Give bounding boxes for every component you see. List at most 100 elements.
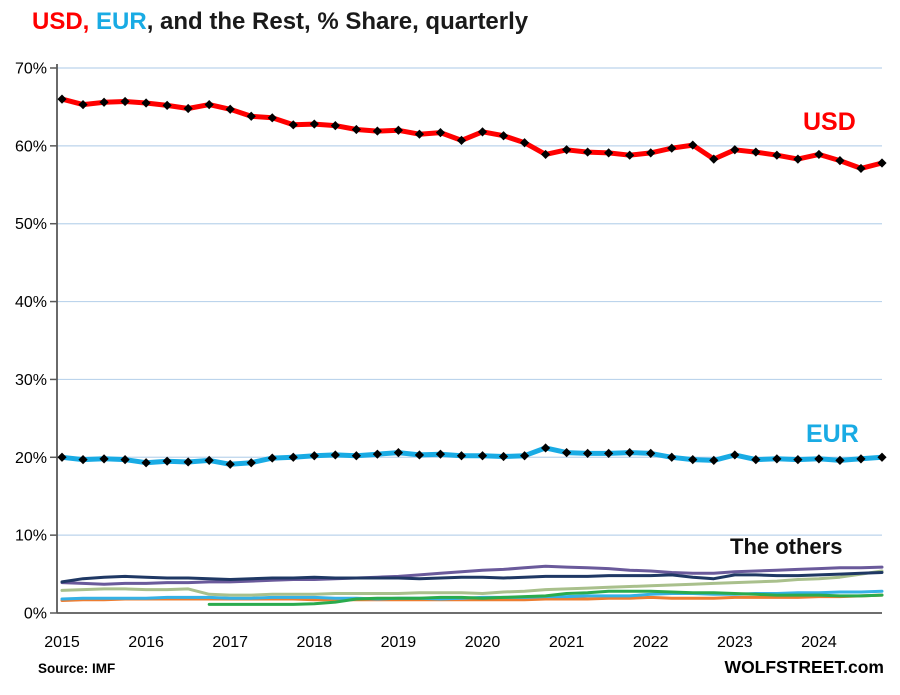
marker-diamond-eur <box>709 455 719 465</box>
marker-diamond-eur <box>540 443 551 453</box>
marker-diamond-eur <box>625 448 635 458</box>
marker-diamond-usd <box>604 148 614 158</box>
chart-title: USD, EUR, and the Rest, % Share, quarter… <box>32 8 528 37</box>
series-label-usd: USD <box>803 108 856 136</box>
y-axis-tick-label: 70% <box>15 61 47 78</box>
marker-diamond-eur <box>583 448 593 458</box>
marker-diamond-eur <box>856 454 866 464</box>
marker-diamond-usd <box>120 96 130 107</box>
marker-diamond-eur <box>141 458 151 468</box>
marker-diamond-usd <box>877 158 887 168</box>
marker-diamond-eur <box>57 452 67 462</box>
marker-diamond-eur <box>772 454 782 464</box>
marker-diamond-usd <box>78 99 88 110</box>
marker-diamond-usd <box>793 154 803 164</box>
marker-diamond-usd <box>183 103 193 114</box>
x-axis-tick-label-2017: 2017 <box>212 634 248 651</box>
marker-diamond-usd <box>498 131 509 141</box>
marker-diamond-eur <box>519 451 530 461</box>
marker-diamond-eur <box>246 458 256 468</box>
marker-diamond-usd <box>288 120 298 130</box>
marker-diamond-eur <box>414 450 425 460</box>
y-axis-tick-label: 40% <box>15 294 47 311</box>
marker-diamond-eur <box>646 448 656 458</box>
marker-diamond-usd <box>267 113 277 123</box>
marker-diamond-usd <box>162 100 172 110</box>
y-axis-tick-label: 20% <box>15 450 47 467</box>
marker-diamond-usd <box>57 94 67 104</box>
marker-diamond-usd <box>309 119 319 129</box>
marker-diamond-usd <box>730 145 740 155</box>
source-note: Source: IMF <box>38 661 116 676</box>
x-axis-tick-label-2024: 2024 <box>801 634 837 651</box>
marker-diamond-usd <box>667 143 677 153</box>
marker-diamond-usd <box>372 126 382 136</box>
marker-diamond-eur <box>730 450 740 460</box>
marker-diamond-eur <box>225 459 235 469</box>
marker-diamond-eur <box>751 455 761 465</box>
line-other-green <box>207 589 884 606</box>
marker-diamond-eur <box>477 451 488 461</box>
title-part-0: USD, <box>32 8 90 35</box>
series-label-the-others: The others <box>730 534 843 559</box>
marker-diamond-usd <box>772 150 782 160</box>
line-other-navy <box>60 571 884 584</box>
marker-diamond-usd <box>99 97 109 107</box>
marker-diamond-usd <box>225 104 235 114</box>
marker-diamond-eur <box>330 450 340 460</box>
y-axis-tick-label: 30% <box>15 372 47 389</box>
others-series-layer <box>60 564 884 606</box>
marker-diamond-usd <box>688 140 698 150</box>
marker-diamond-eur <box>562 448 572 458</box>
marker-diamond-usd <box>709 154 719 164</box>
line-usd <box>59 96 885 171</box>
x-axis-tick-label-2023: 2023 <box>717 634 753 651</box>
x-axis-tick-label-2018: 2018 <box>297 634 333 651</box>
marker-diamond-eur <box>372 449 382 459</box>
marker-diamond-usd <box>393 125 404 135</box>
x-axis-tick-label-2016: 2016 <box>128 634 164 651</box>
marker-diamond-eur <box>120 455 130 465</box>
y-axis-tick-label: 60% <box>15 138 47 155</box>
marker-diamond-eur <box>667 452 677 462</box>
y-axis-tick-label: 10% <box>15 528 47 545</box>
marker-diamond-eur <box>309 451 319 461</box>
marker-diamond-eur <box>456 451 467 461</box>
marker-diamond-eur <box>393 448 404 458</box>
y-axis-tick-label: 50% <box>15 216 47 233</box>
marker-diamond-eur <box>835 455 845 465</box>
grid-layer <box>57 67 882 536</box>
x-axis-tick-label-2015: 2015 <box>44 634 80 651</box>
marker-diamond-usd <box>540 149 551 160</box>
marker-diamond-usd <box>625 150 635 160</box>
marker-diamond-usd <box>141 98 151 108</box>
marker-diamond-eur <box>162 456 172 466</box>
marker-diamond-eur <box>498 451 509 462</box>
marker-diamond-eur <box>351 451 361 461</box>
marker-diamond-eur <box>99 454 109 464</box>
marker-diamond-eur <box>267 453 277 463</box>
series-label-eur: EUR <box>806 420 859 448</box>
marker-diamond-usd <box>814 149 824 160</box>
line-eur <box>59 445 885 467</box>
marker-diamond-eur <box>877 452 887 462</box>
marker-diamond-usd <box>351 124 361 135</box>
line-other-purple <box>60 564 884 586</box>
marker-diamond-eur <box>435 449 446 459</box>
marker-diamond-eur <box>288 452 298 462</box>
marker-diamond-usd <box>435 128 446 138</box>
marker-diamond-usd <box>477 127 488 137</box>
line-other-orange <box>60 593 884 602</box>
marker-diamond-usd <box>330 121 340 131</box>
axis-layer: 0% 10% 20% 30% 40% 50% 60% 70% 2015 2016 2017 2018 2… <box>15 61 882 651</box>
marker-diamond-eur <box>183 457 193 467</box>
marker-diamond-eur <box>688 455 698 465</box>
title-part-1: EUR <box>89 8 147 35</box>
marker-diamond-usd <box>856 163 866 174</box>
branding-wolfstreet: WOLFSTREET.com <box>724 657 884 677</box>
marker-diamond-usd <box>456 135 467 146</box>
marker-diamond-usd <box>751 147 761 157</box>
marker-diamond-usd <box>246 111 256 121</box>
